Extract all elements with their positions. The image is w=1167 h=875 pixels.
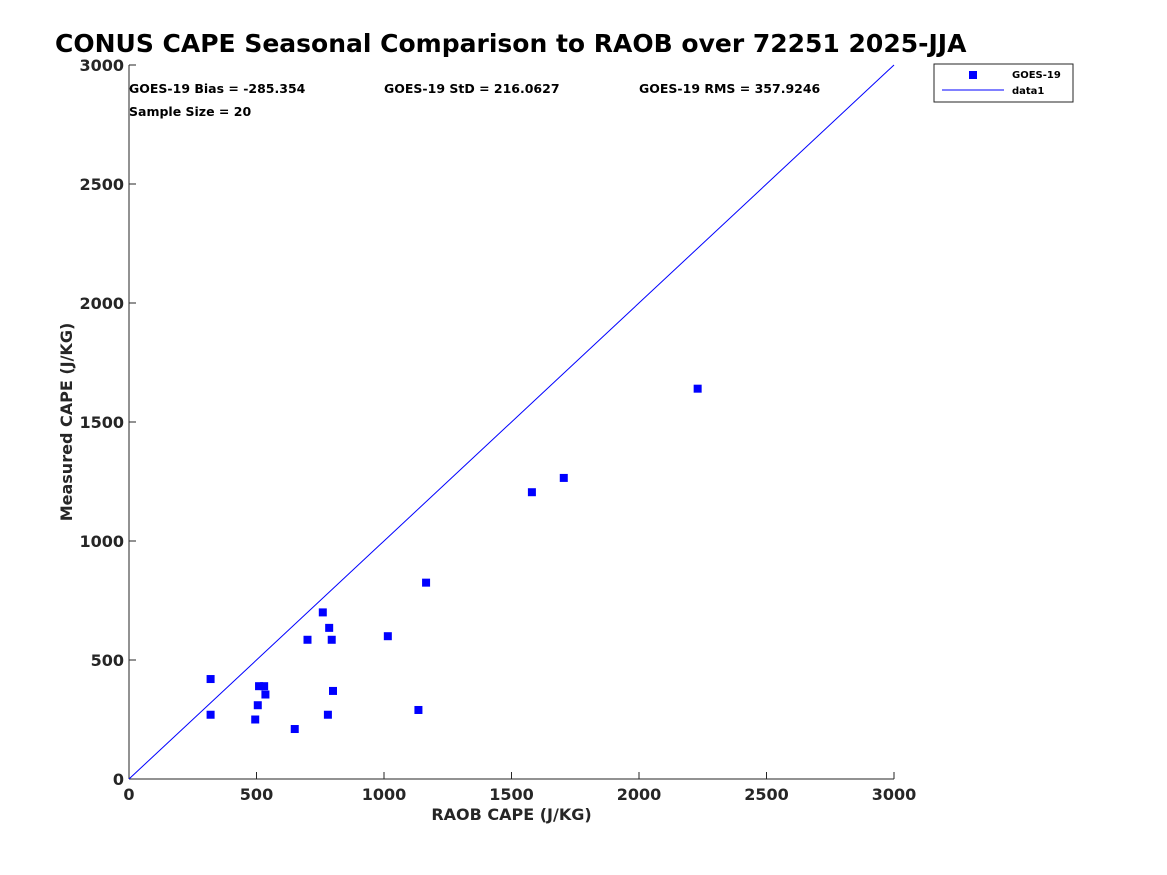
scatter-point xyxy=(251,715,260,724)
scatter-point xyxy=(383,632,392,641)
scatter-point xyxy=(327,635,336,644)
y-tick-label: 2500 xyxy=(79,175,124,194)
x-axis: 0 500 1000 1500 2000 2500 3000 xyxy=(123,772,916,804)
y-tick-label: 500 xyxy=(91,651,124,670)
x-tick-label: 3000 xyxy=(872,785,917,804)
legend-label-goes19: GOES-19 xyxy=(1012,70,1061,81)
scatter-point xyxy=(414,705,423,714)
x-tick-label: 0 xyxy=(123,785,134,804)
scatter-point xyxy=(261,690,270,699)
y-tick-label: 1000 xyxy=(79,532,124,551)
x-tick-label: 1500 xyxy=(489,785,534,804)
scatter-point xyxy=(527,488,536,497)
x-tick-label: 500 xyxy=(240,785,273,804)
scatter-point xyxy=(318,608,327,617)
y-tick-label: 2000 xyxy=(79,294,124,313)
legend: GOES-19 data1 xyxy=(933,63,1074,103)
y-tick-label: 3000 xyxy=(79,56,124,75)
series-line-data1 xyxy=(128,64,895,780)
legend-box xyxy=(933,63,1074,103)
chart-title: CONUS CAPE Seasonal Comparison to RAOB o… xyxy=(55,29,967,58)
scatter-point xyxy=(323,710,332,719)
legend-label-data1: data1 xyxy=(1012,86,1044,97)
y-axis-label: Measured CAPE (J/KG) xyxy=(57,323,76,522)
y-tick-label: 0 xyxy=(113,770,124,789)
x-axis-label: RAOB CAPE (J/KG) xyxy=(431,805,591,824)
scatter-point xyxy=(255,682,264,691)
legend-marker-goes19 xyxy=(969,71,977,79)
stat-std: GOES-19 StD = 216.0627 xyxy=(384,81,560,96)
scatter-point xyxy=(422,578,431,587)
scatter-point xyxy=(253,701,262,710)
x-tick-label: 2000 xyxy=(617,785,662,804)
y-axis: 0 500 1000 1500 2000 2500 3000 xyxy=(79,56,136,789)
stat-bias: GOES-19 Bias = -285.354 xyxy=(129,81,306,96)
scatter-point xyxy=(329,686,337,695)
stat-rms: GOES-19 RMS = 357.9246 xyxy=(639,81,821,96)
scatter-point xyxy=(559,473,568,482)
x-tick-label: 1000 xyxy=(362,785,407,804)
y-tick-label: 1500 xyxy=(79,413,124,432)
stat-sample-size: Sample Size = 20 xyxy=(129,104,251,119)
scatter-point xyxy=(325,623,334,632)
scatter-point xyxy=(303,635,312,644)
scatter-point xyxy=(206,675,215,684)
scatter-point xyxy=(693,384,702,393)
scatter-point xyxy=(290,725,299,734)
series-layer xyxy=(128,64,895,780)
scatter-point xyxy=(206,710,215,719)
scatter-point xyxy=(260,682,269,691)
x-tick-label: 2500 xyxy=(744,785,789,804)
